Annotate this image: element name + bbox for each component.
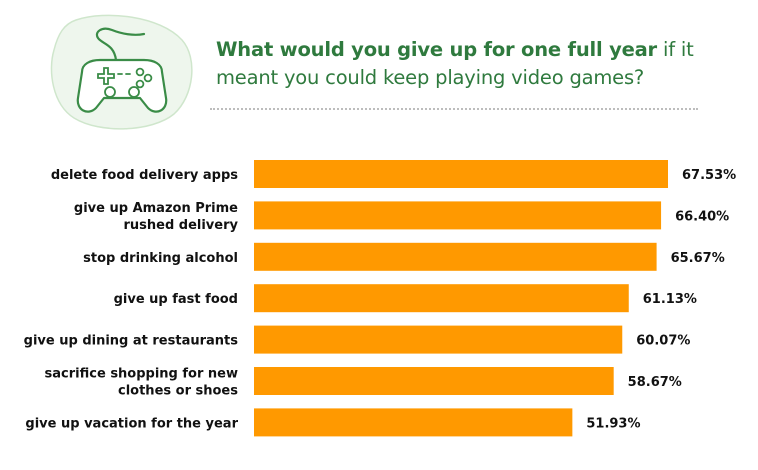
value-label-3: 61.13% <box>643 292 697 307</box>
category-label-6: give up vacation for the year <box>25 416 238 431</box>
value-label-4: 60.07% <box>636 334 690 349</box>
value-label-6: 51.93% <box>586 416 640 431</box>
category-label-line: clothes or shoes <box>118 384 238 399</box>
title-regular-part: if it meant you could keep playing video… <box>216 38 694 89</box>
icon-dpad <box>97 67 115 85</box>
value-label-0: 67.53% <box>682 168 736 183</box>
icon-stick-right <box>128 86 140 98</box>
bar-0 <box>254 160 668 188</box>
category-label-line: rushed delivery <box>123 218 238 233</box>
title-divider <box>210 108 698 110</box>
bar-2 <box>254 242 657 271</box>
category-label-line: sacrifice shopping for new <box>45 367 238 382</box>
bar-1 <box>254 201 662 230</box>
category-label-line: give up Amazon Prime <box>74 201 238 216</box>
category-label-line: stop drinking alcohol <box>83 251 238 266</box>
bar-4 <box>254 325 623 354</box>
value-label-5: 58.67% <box>628 375 682 390</box>
icon-button-a <box>135 67 145 77</box>
bar-5 <box>254 367 614 395</box>
category-label-5: sacrifice shopping for new clothes or sho… <box>45 367 239 399</box>
category-label-line: delete food delivery apps <box>51 168 238 183</box>
icon-cable <box>95 27 146 62</box>
gamepad-icon <box>50 14 193 130</box>
chart-title: What would you give up for one full year… <box>216 36 736 92</box>
icon-button-b <box>143 73 153 83</box>
category-label-0: delete food delivery apps <box>51 168 238 183</box>
icon-stick-left <box>104 86 116 98</box>
icon-button-c <box>135 79 145 89</box>
category-label-3: give up fast food <box>114 292 238 307</box>
category-label-4: give up dining at restaurants <box>24 334 239 349</box>
category-label-line: give up vacation for the year <box>25 416 238 431</box>
bar-6 <box>254 408 573 437</box>
category-label-line: give up fast food <box>114 292 238 307</box>
category-label-line: give up dining at restaurants <box>24 334 239 349</box>
bar-3 <box>254 284 629 313</box>
value-label-2: 65.67% <box>671 251 725 266</box>
title-bold-part: What would you give up for one full year <box>216 38 657 61</box>
category-label-2: stop drinking alcohol <box>83 251 238 266</box>
category-label-1: give up Amazon Prime rushed delivery <box>74 201 239 233</box>
value-label-1: 66.40% <box>675 209 729 224</box>
